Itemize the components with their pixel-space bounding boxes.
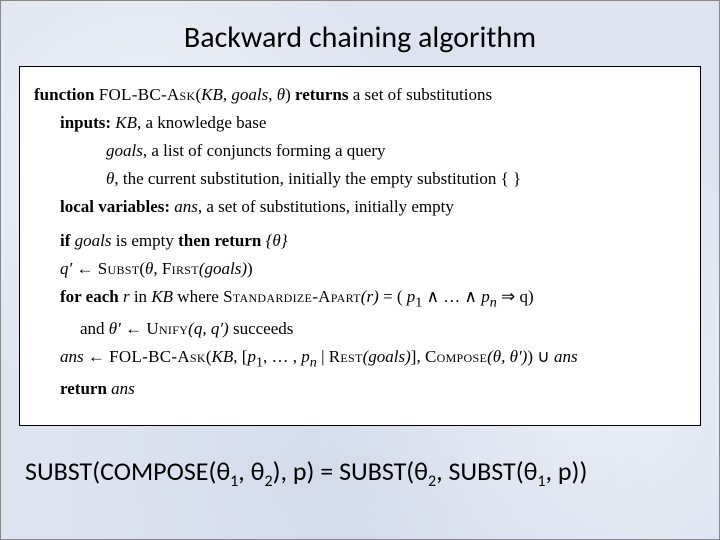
pn: p — [481, 287, 490, 306]
kw-return: return — [60, 379, 111, 398]
succeeds: succeeds — [229, 319, 294, 338]
subst-sub2: 2 — [264, 472, 272, 491]
comma: , — [268, 85, 277, 104]
ans: ans — [60, 347, 84, 366]
algo-if: if goals is empty then return {θ} — [34, 227, 686, 255]
for-kb: KB — [151, 287, 173, 306]
input-goals-desc: , a list of conjuncts forming a query — [143, 141, 386, 160]
rest-args: (goals) — [363, 347, 411, 366]
subst-lhs1: SUBST(COMPOSE(θ — [25, 455, 230, 487]
arg-goals: goals — [231, 85, 268, 104]
unify-args: (q, q′) — [188, 319, 229, 338]
close1: ], — [411, 347, 425, 366]
paren-close: ) — [528, 287, 534, 306]
assign: ← — [121, 319, 147, 338]
local-ans-desc: , a set of substitutions, initially empt… — [198, 197, 454, 216]
fn-subst: Subst — [98, 259, 140, 278]
algo-input-theta: θ, the current substitution, initially t… — [34, 165, 686, 193]
algorithm-box: function FOL-BC-Ask(KB, goals, θ) return… — [19, 66, 701, 426]
arg-theta: θ — [277, 85, 285, 104]
pnb: p — [301, 347, 310, 366]
subst-mid3: , SUBST(θ — [436, 455, 537, 487]
input-kb-desc: , a knowledge base — [137, 113, 266, 132]
sig-close: ) — [285, 85, 295, 104]
kw-inputs: inputs: — [60, 113, 111, 132]
input-goals: goals — [106, 141, 143, 160]
arg-kb: KB — [201, 85, 223, 104]
returns-text: a set of substitutions — [349, 85, 493, 104]
kw-then-return: then return — [178, 231, 266, 250]
and-dots: ∧ … ∧ — [422, 287, 481, 306]
for-r: r — [123, 287, 130, 306]
algo-inputs: inputs: KB, a knowledge base — [34, 109, 686, 137]
impl: ⇒ q — [497, 287, 528, 306]
p1: p — [407, 287, 416, 306]
qprime: q′ — [60, 259, 72, 278]
input-kb: KB — [115, 113, 137, 132]
first-args: (goals) — [199, 259, 247, 278]
comma: , — [153, 259, 162, 278]
close2: ) ∪ — [527, 347, 554, 366]
algo-for: for each r in KB where Standardize-Apart… — [34, 283, 686, 315]
algo-unify: and θ′ ← Unify(q, q′) succeeds — [34, 315, 686, 343]
algo-recurse: ans ← FOL-BC-Ask(KB, [p1, … , pn | Rest(… — [34, 343, 686, 375]
paren-close: ) — [247, 259, 253, 278]
assign: ← — [72, 259, 98, 278]
bar: | — [317, 347, 329, 366]
subst-mid1: , θ — [238, 455, 264, 487]
if-mid: is empty — [111, 231, 178, 250]
fn-first: First — [162, 259, 199, 278]
if-goals: goals — [75, 231, 112, 250]
kw-locals: local variables: — [60, 197, 170, 216]
subst-sub4: 1 — [537, 472, 545, 491]
local-ans: ans — [174, 197, 198, 216]
algo-return: return ans — [34, 375, 686, 403]
for-in: in — [130, 287, 152, 306]
subst-tail: , p)) — [546, 455, 588, 487]
subst-mid2: ), p) = SUBST(θ — [273, 455, 428, 487]
snb: n — [310, 355, 317, 371]
fn-rest: Rest — [329, 347, 363, 366]
compose-args: (θ, θ′) — [487, 347, 527, 366]
if-ret: {θ} — [266, 231, 288, 250]
assign: ← — [84, 347, 110, 366]
kw-returns: returns — [295, 85, 349, 104]
kb2: KB — [212, 347, 234, 366]
algo-input-goals: goals, a list of conjuncts forming a que… — [34, 137, 686, 165]
algo-locals: local variables: ans, a set of substitut… — [34, 193, 686, 221]
page-title: Backward chaining algorithm — [1, 1, 719, 66]
kw-and: and — [80, 319, 109, 338]
fn-unify: Unify — [146, 319, 188, 338]
fn-compose: Compose — [425, 347, 487, 366]
fn-name: FOL-BC-Ask — [99, 85, 196, 104]
eq: = ( — [379, 287, 407, 306]
kw-function: function — [34, 85, 94, 104]
input-theta-desc: , the current substitution, initially th… — [114, 169, 521, 188]
ans-rhs: ans — [554, 347, 578, 366]
subst-identity-line: SUBST(COMPOSE(θ1, θ2), p) = SUBST(θ2, SU… — [25, 455, 587, 491]
dots: , … , — [263, 347, 301, 366]
fn-standardize-apart: Standardize-Apart — [223, 287, 361, 306]
kw-for: for each — [60, 287, 123, 306]
bracket: , [ — [233, 347, 247, 366]
stdapart-args: (r) — [361, 287, 379, 306]
algo-qprime: q′ ← Subst(θ, First(goals)) — [34, 255, 686, 283]
subn: n — [490, 295, 497, 311]
algo-fn-decl: function FOL-BC-Ask(KB, goals, θ) return… — [34, 81, 686, 109]
theta-prime: θ′ — [109, 319, 121, 338]
p1b: p — [247, 347, 256, 366]
kw-if: if — [60, 231, 75, 250]
for-where: where — [173, 287, 223, 306]
return-ans: ans — [111, 379, 135, 398]
s1b: 1 — [256, 355, 263, 371]
subst-sub3: 2 — [428, 472, 436, 491]
fn-folbc2: FOL-BC-Ask — [109, 347, 206, 366]
